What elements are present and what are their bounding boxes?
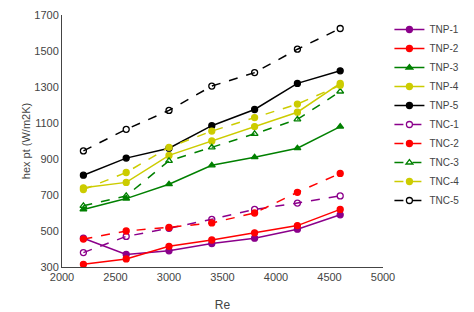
svg-text:700: 700 xyxy=(40,189,58,201)
svg-text:900: 900 xyxy=(40,153,58,165)
svg-text:TNP-4: TNP-4 xyxy=(429,81,458,92)
svg-text:500: 500 xyxy=(40,225,58,237)
svg-text:300: 300 xyxy=(40,261,58,273)
svg-text:TNP-5: TNP-5 xyxy=(429,100,458,111)
svg-text:TNC-5: TNC-5 xyxy=(429,195,459,206)
svg-text:4500: 4500 xyxy=(317,271,341,283)
svg-text:2000: 2000 xyxy=(50,271,74,283)
svg-text:Re: Re xyxy=(215,298,231,312)
svg-text:4000: 4000 xyxy=(264,271,288,283)
svg-text:TNC-3: TNC-3 xyxy=(429,157,459,168)
svg-text:TNC-1: TNC-1 xyxy=(429,119,459,130)
svg-text:1300: 1300 xyxy=(34,81,58,93)
svg-text:TNC-4: TNC-4 xyxy=(429,176,459,187)
svg-text:TNC-2: TNC-2 xyxy=(429,138,459,149)
svg-text:TNP-2: TNP-2 xyxy=(429,43,458,54)
svg-text:1700: 1700 xyxy=(34,9,58,21)
svg-text:1500: 1500 xyxy=(34,45,58,57)
svg-text:3500: 3500 xyxy=(210,271,234,283)
svg-text:TNP-1: TNP-1 xyxy=(429,24,458,35)
svg-text:1100: 1100 xyxy=(35,117,59,129)
svg-text:hex pt (W/m2K): hex pt (W/m2K) xyxy=(20,103,32,179)
svg-text:2500: 2500 xyxy=(103,271,127,283)
svg-text:3000: 3000 xyxy=(157,271,181,283)
svg-text:TNP-3: TNP-3 xyxy=(429,62,458,73)
svg-text:5000: 5000 xyxy=(371,271,395,283)
